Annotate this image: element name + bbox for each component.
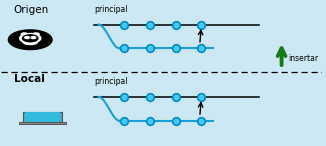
FancyBboxPatch shape: [25, 112, 60, 122]
Text: principal: principal: [94, 77, 127, 86]
Circle shape: [20, 34, 41, 43]
Circle shape: [8, 30, 52, 50]
Circle shape: [21, 33, 28, 36]
Circle shape: [31, 36, 36, 39]
Circle shape: [33, 33, 39, 36]
FancyBboxPatch shape: [23, 112, 62, 122]
Text: insertar: insertar: [288, 54, 318, 63]
Circle shape: [22, 35, 38, 42]
Ellipse shape: [23, 40, 37, 45]
Text: principal: principal: [94, 5, 127, 14]
Circle shape: [25, 36, 29, 39]
Text: Origen: Origen: [14, 5, 49, 15]
Text: Local: Local: [14, 74, 44, 84]
FancyBboxPatch shape: [19, 122, 66, 124]
